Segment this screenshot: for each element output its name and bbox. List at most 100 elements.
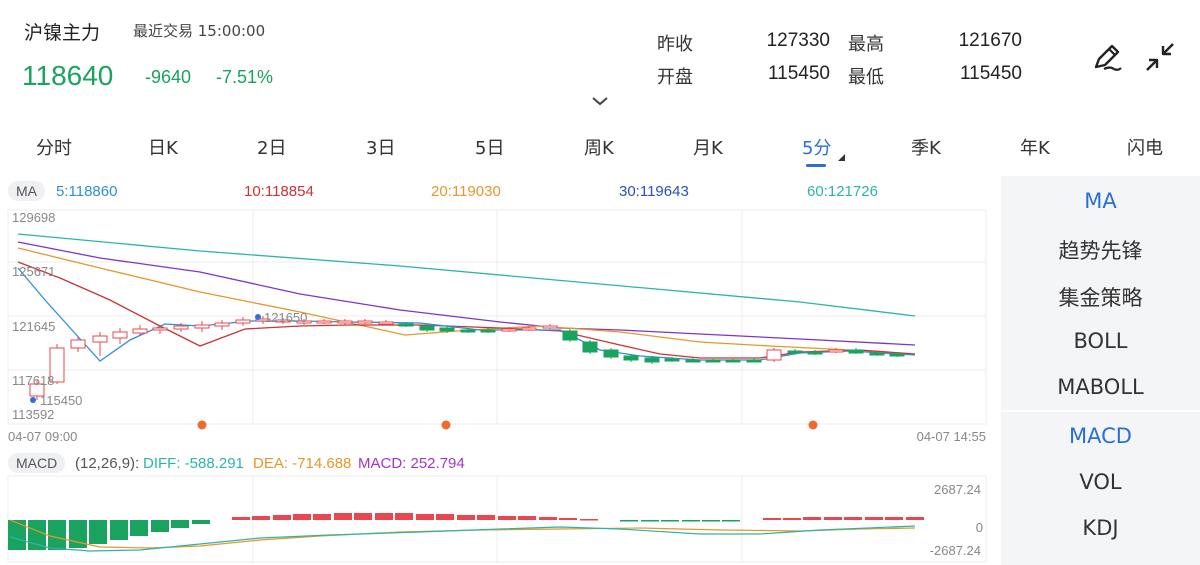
y-tick-label: 121645 (12, 319, 55, 334)
indicator-ma[interactable]: MA (1084, 189, 1117, 213)
period-dropdown-icon[interactable] (838, 154, 845, 161)
high-marker-label: 121650 (264, 310, 307, 325)
candle-down (725, 359, 741, 363)
tab-2day[interactable]: 2日 (257, 138, 287, 159)
ma60-line (17, 233, 916, 317)
indicator-trend-pioneer[interactable]: 趋势先锋 (1058, 239, 1143, 263)
macd-bar-positive (416, 514, 434, 520)
candle-up (132, 328, 148, 334)
candle-up (194, 324, 210, 329)
macd-diff: DIFF: -588.291 (143, 455, 244, 472)
candle-down (439, 327, 455, 332)
ma5-value: 5:118860 (56, 183, 118, 200)
candle-up (235, 319, 251, 324)
open-value: 115450 (768, 63, 830, 84)
macd-bottom-label: -2687.24 (930, 543, 981, 558)
ma10-line (17, 261, 916, 359)
event-marker[interactable] (808, 420, 818, 430)
last-trade-time: 最近交易 15:00:00 (133, 22, 266, 40)
tab-year-k[interactable]: 年K (1020, 138, 1050, 159)
macd-bar-positive (498, 516, 516, 520)
low-marker-label: 115450 (40, 393, 82, 408)
candle-up (521, 327, 537, 331)
indicator-divider (1001, 410, 1200, 412)
collapse-icon[interactable] (1143, 40, 1177, 74)
macd-bar-positive (313, 514, 331, 520)
candle-up (173, 325, 189, 330)
macd-bar-positive (273, 515, 291, 520)
candle-down (807, 351, 823, 355)
candle-up (152, 327, 168, 331)
diff-line (9, 525, 916, 552)
candle-down (787, 350, 803, 354)
active-tab-indicator (806, 164, 826, 167)
ma60-value: 60:121726 (807, 183, 878, 200)
indicator-maboll[interactable]: MABOLL (1057, 375, 1144, 399)
macd-chip[interactable]: MACD (8, 453, 66, 473)
macd-bar-negative (89, 520, 107, 544)
chevron-down-icon[interactable] (590, 95, 610, 107)
indicator-vol[interactable]: VOL (1079, 470, 1122, 494)
event-marker[interactable] (441, 420, 451, 430)
ma-chip[interactable]: MA (8, 181, 45, 201)
kline-grid (7, 209, 987, 425)
candle-up (92, 335, 108, 343)
macd-bar-positive (232, 517, 250, 520)
macd-params: (12,26,9): (75, 455, 140, 472)
indicator-gold-strategy[interactable]: 集金策略 (1058, 286, 1143, 310)
macd-chart[interactable]: 2687.24 0 -2687.24 (0, 474, 1000, 565)
candle-down (582, 341, 598, 353)
event-marker[interactable] (197, 420, 207, 430)
macd-bar-positive (885, 517, 903, 520)
macd-bar-negative (28, 520, 46, 550)
draw-pen-icon[interactable] (1090, 40, 1124, 74)
tab-5day[interactable]: 5日 (475, 138, 505, 159)
candle-down (664, 358, 680, 362)
candle-up (29, 383, 45, 397)
tab-quarter-k[interactable]: 季K (911, 138, 941, 159)
tab-5min[interactable]: 5分 (802, 138, 832, 159)
open-label: 开盘 (657, 67, 693, 88)
low-label: 最低 (848, 67, 884, 88)
quote-header: 沪镍主力 最近交易 15:00:00 118640 -9640 -7.51% 昨… (0, 0, 1200, 118)
macd-bar-positive (334, 513, 352, 520)
candle-down (460, 329, 476, 333)
prev-close-value: 127330 (766, 30, 830, 51)
ma10-value: 10:118854 (244, 183, 314, 200)
high-label: 最高 (848, 34, 884, 55)
candle-down (869, 352, 885, 356)
tab-intraday[interactable]: 分时 (36, 138, 72, 159)
macd-bar-positive (375, 513, 393, 520)
y-tick-label: 113592 (12, 407, 54, 422)
macd-bar-positive (580, 519, 598, 521)
macd-bar-positive (252, 516, 270, 520)
macd-bar-positive (539, 517, 557, 520)
tab-flash[interactable]: 闪电 (1127, 138, 1163, 159)
candle-down (562, 330, 578, 341)
macd-bar-positive (436, 514, 454, 520)
candle-down (398, 323, 414, 327)
low-marker-dot (30, 397, 36, 403)
high-value: 121670 (958, 30, 1022, 51)
candle-down (603, 349, 619, 358)
candle-down (480, 329, 496, 333)
macd-bar-positive (844, 517, 862, 520)
tab-3day[interactable]: 3日 (366, 138, 396, 159)
tab-week-k[interactable]: 周K (584, 138, 614, 159)
macd-bar-positive (906, 517, 924, 520)
indicator-boll[interactable]: BOLL (1073, 329, 1128, 353)
macd-bar-positive (865, 517, 883, 520)
x-end-label: 04-07 14:55 (917, 429, 986, 444)
indicator-kdj[interactable]: KDJ (1082, 516, 1119, 540)
tab-month-k[interactable]: 月K (693, 138, 723, 159)
macd-bar-positive (457, 515, 475, 520)
price-change-percent: -7.51% (216, 67, 274, 87)
macd-bar-positive (395, 513, 413, 520)
macd-bar-positive (783, 518, 801, 520)
candle-up (255, 318, 271, 322)
indicator-macd[interactable]: MACD (1069, 424, 1132, 448)
kline-chart[interactable]: 121650 115450 129698 125671 121645 11761… (0, 204, 1000, 450)
y-tick-label: 129698 (12, 210, 55, 225)
candle-up (501, 328, 517, 332)
tab-day-k[interactable]: 日K (148, 138, 178, 159)
